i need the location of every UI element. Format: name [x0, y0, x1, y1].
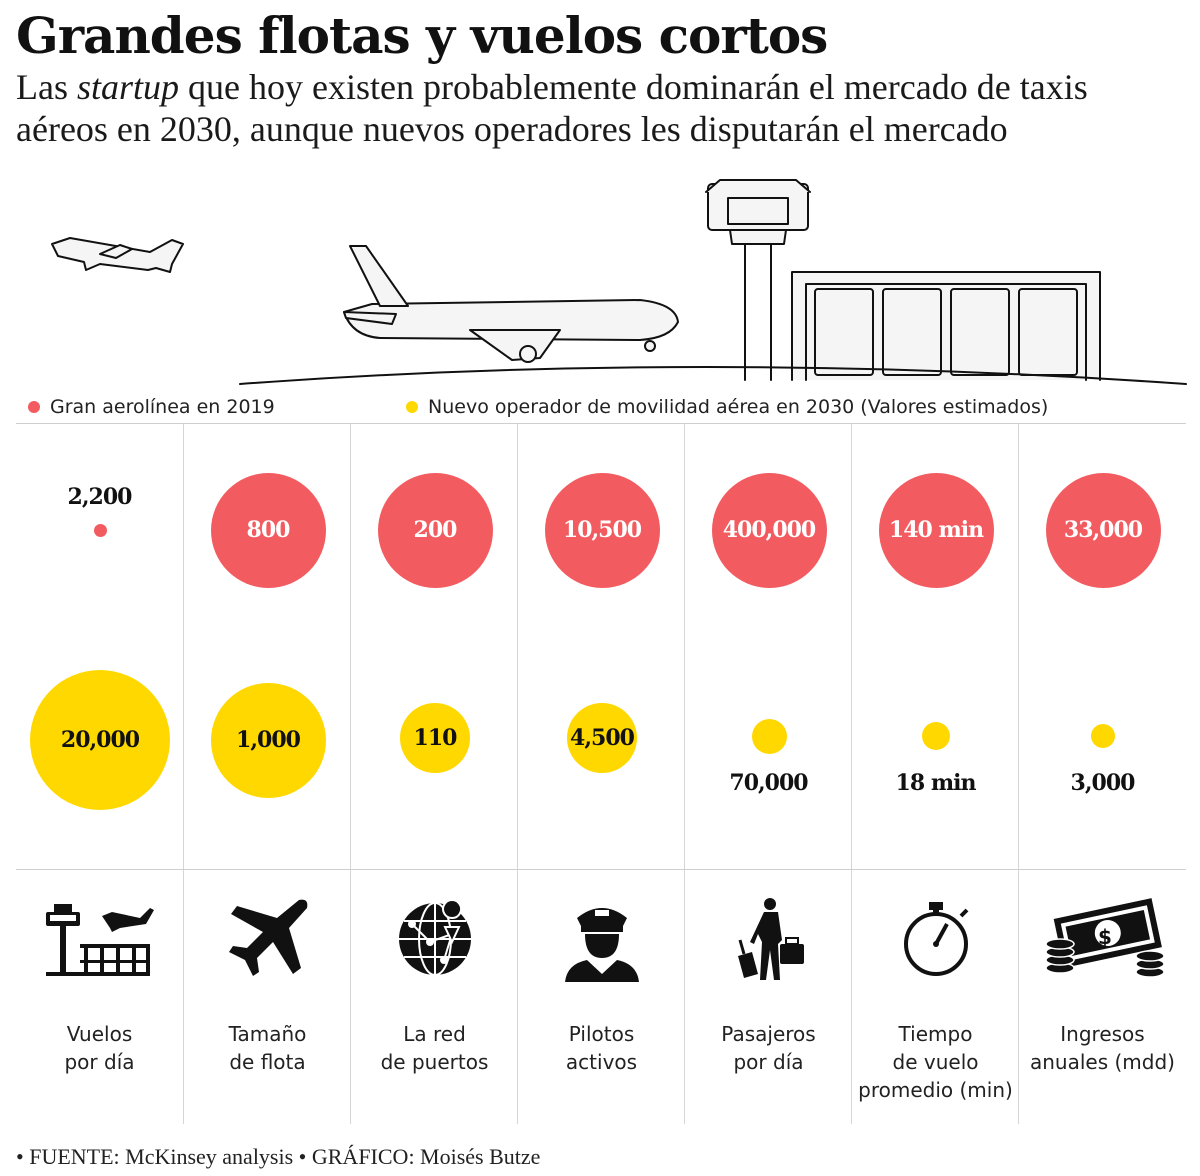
terminal-illustration	[791, 271, 1101, 381]
red-circle: 10,500	[544, 472, 660, 588]
red-circle: 200	[377, 472, 493, 588]
yellow-circle: 20,000	[30, 670, 170, 810]
category-label: Pilotos activos	[565, 1022, 638, 1074]
yellow-circle: 110	[400, 703, 470, 773]
category-column: 10,500 4,500 Pilotos activos	[517, 424, 685, 1124]
red-value-label: 200	[413, 517, 458, 543]
legend-item-yellow: Nuevo operador de movilidad aérea en 203…	[406, 392, 1048, 422]
category-column: 200 110 La red de puertos	[350, 424, 518, 1124]
airport-illustration	[51, 179, 1187, 385]
red-value-label: 800	[246, 517, 291, 543]
yellow-value-label: 1,000	[236, 727, 301, 753]
yellow-value-label: 18 min	[895, 770, 977, 796]
stopwatch-icon	[852, 894, 1019, 994]
red-circle: 33,000	[1045, 472, 1161, 588]
category-column: 33,000 3,000 $ Ingresos anuales (mdd)	[1018, 424, 1186, 1124]
pilot-icon	[518, 894, 685, 994]
yellow-circle: 4,500	[567, 703, 637, 773]
money-icon: $	[1019, 894, 1186, 994]
chart-title: Grandes flotas y vuelos cortos	[16, 6, 828, 65]
legend-yellow-dot	[406, 401, 418, 413]
category-label: La red de puertos	[380, 1022, 489, 1074]
large-airplane-illustration	[343, 245, 679, 363]
legend-yellow-label: Nuevo operador de movilidad aérea en 203…	[428, 396, 1049, 418]
red-value-label: 10,500	[562, 517, 642, 543]
legend-divider	[16, 423, 1186, 424]
category-label: Tiempo de vuelo promedio (min)	[858, 1022, 1013, 1102]
yellow-circle	[922, 722, 950, 750]
red-circle: 800	[210, 472, 326, 588]
yellow-value-label: 4,500	[570, 725, 635, 751]
globe-network-icon	[351, 894, 518, 994]
category-column: 140 min 18 min Tiempo de vuelo promedio (min…	[851, 424, 1019, 1124]
small-airplane-icon	[51, 237, 184, 273]
yellow-value-label: 20,000	[60, 727, 140, 753]
legend-red-label: Gran aerolínea en 2019	[50, 396, 275, 418]
category-label: Vuelos por día	[64, 1022, 135, 1074]
control-tower-illustration	[705, 179, 811, 381]
traveler-icon	[685, 894, 852, 994]
red-circle	[93, 523, 107, 537]
red-circle: 140 min	[878, 472, 994, 588]
category-label: Ingresos anuales (mdd)	[1030, 1022, 1175, 1074]
yellow-circle: 1,000	[210, 682, 326, 798]
category-column: 400,000 70,000 Pasajeros por día	[684, 424, 852, 1124]
red-circle: 400,000	[711, 472, 827, 588]
yellow-value-label: 110	[413, 725, 458, 751]
chart-subtitle: Las startup que hoy existen probablement…	[16, 67, 1088, 149]
red-value-label: 33,000	[1063, 517, 1143, 543]
source-credit: • FUENTE: McKinsey analysis • GRÁFICO: M…	[16, 1144, 541, 1169]
runway-line	[239, 366, 1187, 385]
yellow-circle	[1091, 724, 1115, 748]
yellow-circle	[751, 718, 787, 754]
yellow-value-label: 3,000	[1070, 770, 1136, 796]
yellow-value-label: 70,000	[729, 770, 808, 796]
control-tower-icon	[16, 894, 183, 994]
red-value-label: 400,000	[722, 517, 817, 543]
red-value-label: 2,200	[67, 483, 133, 510]
category-label: Pasajeros por día	[721, 1022, 816, 1074]
icon-row-divider	[16, 869, 1186, 870]
category-label: Tamaño de flota	[228, 1022, 307, 1074]
svg-text:$: $	[1098, 925, 1112, 949]
category-column: 800 1,000 Tamaño de flota	[183, 424, 351, 1124]
legend-item-red: Gran aerolínea en 2019	[28, 392, 275, 422]
airplane-icon	[184, 894, 351, 994]
legend-red-dot	[28, 401, 40, 413]
category-column: 2,200 20,000 Vuelos por día	[16, 424, 183, 1124]
red-value-label: 140 min	[888, 517, 984, 543]
